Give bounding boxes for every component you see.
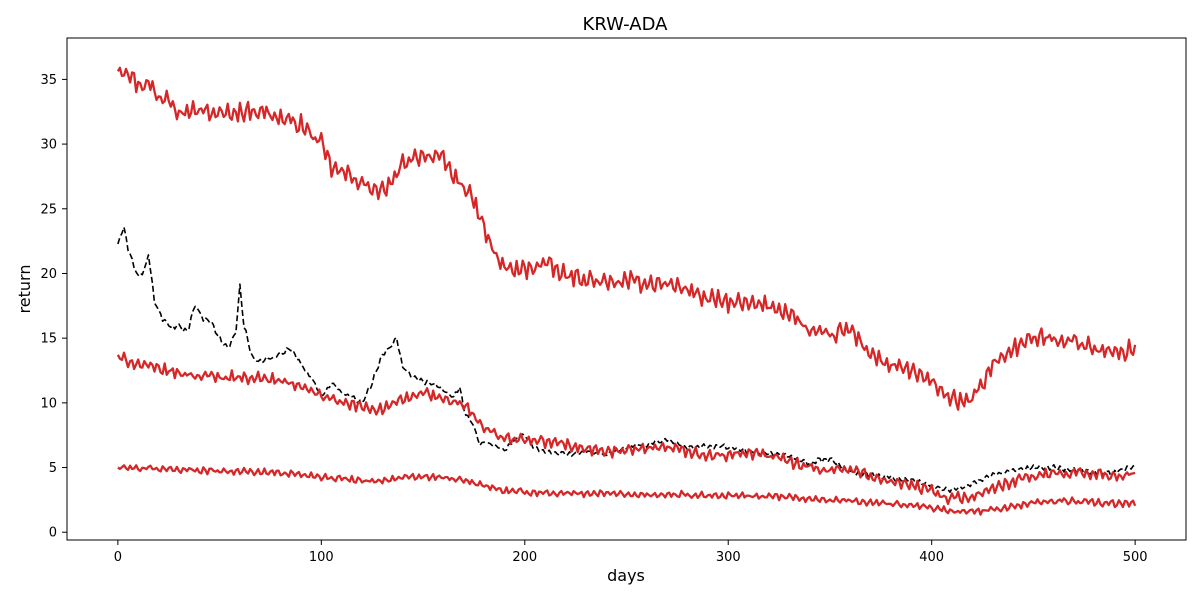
x-tick-label: 400 bbox=[919, 550, 944, 565]
x-tick-label: 300 bbox=[716, 550, 741, 565]
y-tick-label: 5 bbox=[49, 461, 57, 476]
plot-frame bbox=[66, 37, 1187, 541]
series-line-1 bbox=[116, 66, 1137, 411]
x-tick-label: 100 bbox=[309, 550, 334, 565]
x-axis: 0 100 200 300 400 500 bbox=[114, 540, 1148, 565]
y-tick-label: 30 bbox=[40, 138, 57, 153]
y-axis-label: return bbox=[15, 265, 34, 314]
series-layer bbox=[116, 66, 1137, 516]
x-axis-label: days bbox=[607, 566, 645, 585]
y-tick-label: 25 bbox=[40, 202, 57, 217]
y-axis: 0 5 10 15 20 25 30 35 bbox=[40, 73, 67, 541]
series-line-3 bbox=[116, 351, 1136, 506]
x-tick-label: 200 bbox=[512, 550, 537, 565]
chart-title: KRW-ADA bbox=[583, 14, 669, 35]
series-line-4 bbox=[117, 464, 1137, 516]
x-tick-label: 0 bbox=[114, 550, 122, 565]
y-tick-label: 15 bbox=[40, 332, 57, 347]
y-tick-label: 20 bbox=[40, 267, 57, 282]
y-tick-label: 35 bbox=[40, 73, 57, 88]
x-tick-label: 500 bbox=[1123, 550, 1148, 565]
y-tick-label: 0 bbox=[49, 526, 57, 541]
y-tick-label: 10 bbox=[40, 396, 57, 411]
